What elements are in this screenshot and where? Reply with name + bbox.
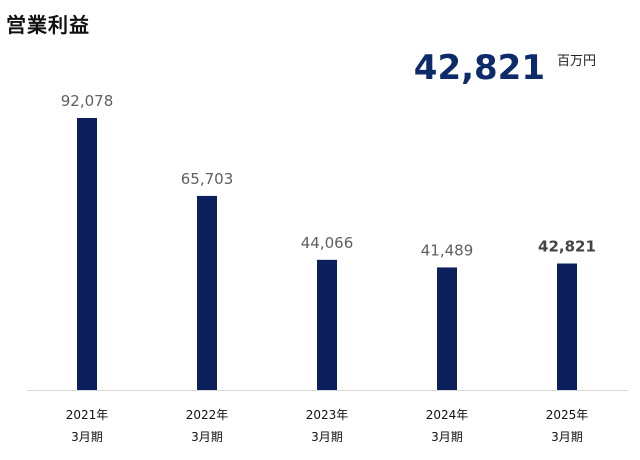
category-period: 3月期: [311, 430, 343, 444]
bar: [77, 118, 97, 390]
category-year: 2025年: [545, 408, 589, 422]
category-label: 2023年 3月期: [277, 404, 377, 448]
bar-value-label: 44,066: [301, 234, 354, 252]
bar-value-label: 41,489: [421, 241, 474, 259]
bar-value-label: 42,821: [538, 238, 596, 256]
category-year: 2024年: [425, 408, 469, 422]
headline-unit: 百万円: [556, 54, 596, 69]
headline: 42,821 百万円: [414, 48, 596, 88]
bar-chart: 92,078 65,703 44,066 41,489 42,821: [27, 92, 628, 391]
category-label: 2024年 3月期: [397, 404, 497, 448]
category-label: 2021年 3月期: [37, 404, 137, 448]
category-year: 2023年: [305, 408, 349, 422]
category-year: 2021年: [65, 408, 109, 422]
category-period: 3月期: [191, 430, 223, 444]
category-label: 2022年 3月期: [157, 404, 257, 448]
category-period: 3月期: [551, 430, 583, 444]
chart-title: 営業利益: [6, 13, 90, 37]
headline-value: 42,821: [413, 48, 545, 88]
bar: [557, 263, 577, 390]
bar-value-label: 92,078: [61, 92, 114, 110]
bar: [437, 267, 457, 390]
category-year: 2022年: [185, 408, 229, 422]
bar: [197, 195, 217, 390]
category-label: 2025年 3月期: [517, 404, 617, 448]
bar: [317, 259, 337, 390]
category-period: 3月期: [71, 430, 103, 444]
category-period: 3月期: [431, 430, 463, 444]
bar-value-label: 65,703: [181, 170, 234, 188]
